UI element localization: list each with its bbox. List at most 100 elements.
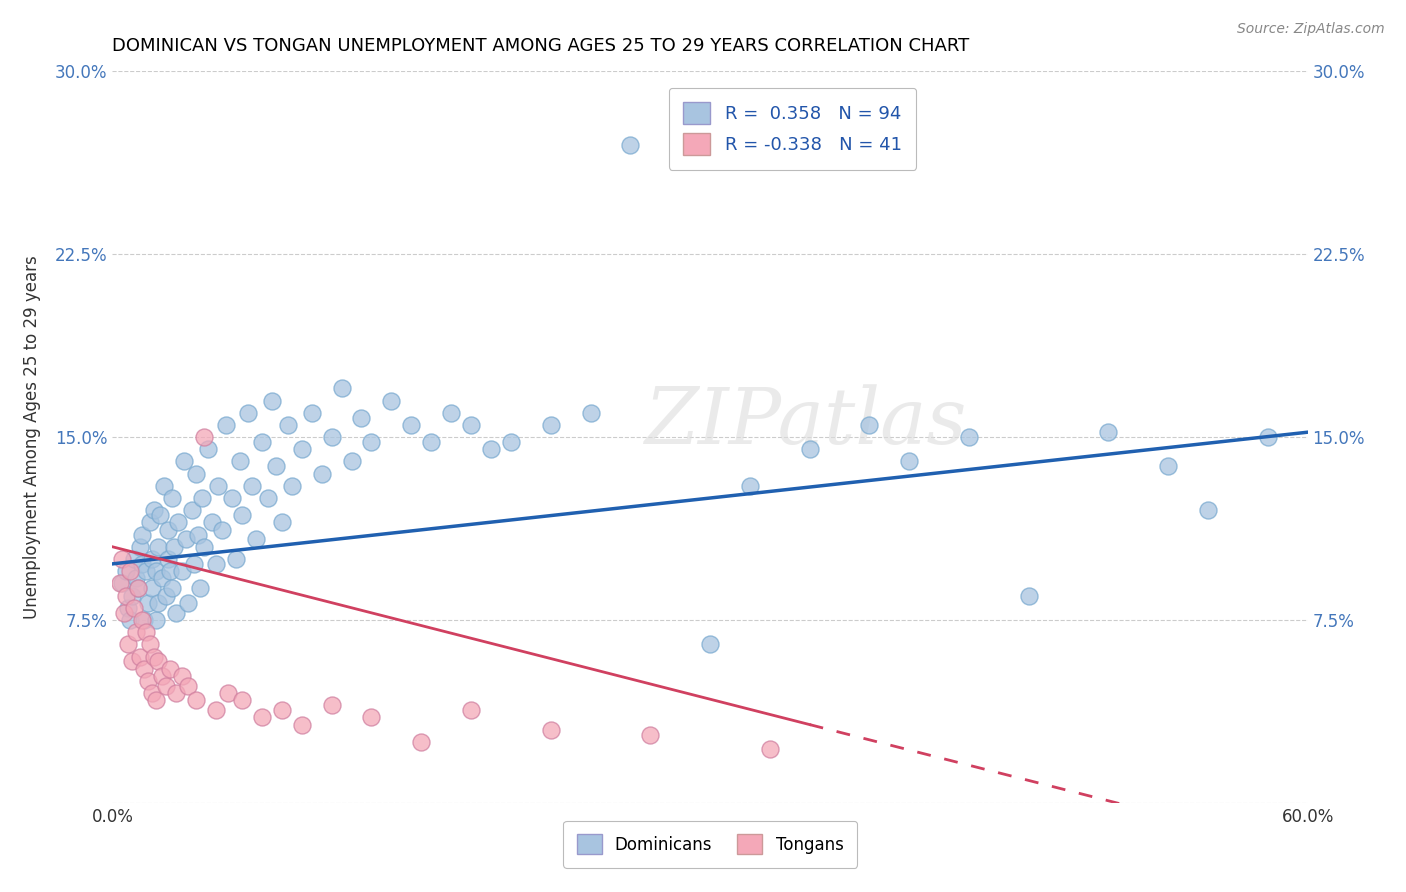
Point xyxy=(139,516,162,530)
Point xyxy=(157,523,180,537)
Point xyxy=(117,637,139,651)
Point xyxy=(231,508,253,522)
Point xyxy=(148,654,170,668)
Point xyxy=(540,723,562,737)
Point xyxy=(127,581,149,595)
Point xyxy=(440,406,463,420)
Point xyxy=(619,137,641,152)
Point xyxy=(957,430,980,444)
Point xyxy=(321,698,343,713)
Point xyxy=(201,516,224,530)
Point xyxy=(155,589,177,603)
Point xyxy=(186,467,208,481)
Point xyxy=(221,491,243,505)
Point xyxy=(149,508,172,522)
Point xyxy=(579,406,602,420)
Point xyxy=(270,516,292,530)
Point xyxy=(121,589,143,603)
Point xyxy=(125,625,148,640)
Point xyxy=(188,581,211,595)
Point xyxy=(150,572,173,586)
Point xyxy=(129,649,152,664)
Point xyxy=(250,434,273,449)
Text: DOMINICAN VS TONGAN UNEMPLOYMENT AMONG AGES 25 TO 29 YEARS CORRELATION CHART: DOMINICAN VS TONGAN UNEMPLOYMENT AMONG A… xyxy=(112,37,970,54)
Point xyxy=(127,581,149,595)
Point xyxy=(120,564,142,578)
Point xyxy=(131,613,153,627)
Point xyxy=(1097,425,1119,440)
Point xyxy=(460,703,482,717)
Point xyxy=(162,491,183,505)
Point xyxy=(167,516,190,530)
Point xyxy=(281,479,304,493)
Point xyxy=(135,564,157,578)
Point xyxy=(134,662,156,676)
Point xyxy=(173,454,195,468)
Point xyxy=(301,406,323,420)
Point xyxy=(858,417,880,432)
Point xyxy=(125,572,148,586)
Point xyxy=(260,393,283,408)
Point xyxy=(264,459,287,474)
Point xyxy=(153,479,176,493)
Point xyxy=(257,491,280,505)
Point xyxy=(117,600,139,615)
Point xyxy=(321,430,343,444)
Point xyxy=(135,625,157,640)
Point xyxy=(205,557,228,571)
Point xyxy=(479,442,502,457)
Point xyxy=(236,406,259,420)
Point xyxy=(1257,430,1279,444)
Point xyxy=(143,503,166,517)
Point xyxy=(121,654,143,668)
Point xyxy=(124,552,146,566)
Point xyxy=(699,637,721,651)
Point xyxy=(159,662,181,676)
Point xyxy=(159,564,181,578)
Point xyxy=(148,540,170,554)
Point xyxy=(150,669,173,683)
Point xyxy=(181,503,204,517)
Point xyxy=(115,589,138,603)
Point xyxy=(898,454,921,468)
Point xyxy=(191,491,214,505)
Point xyxy=(145,613,167,627)
Point xyxy=(311,467,333,481)
Point xyxy=(215,417,238,432)
Point xyxy=(114,606,135,620)
Point xyxy=(360,710,382,724)
Point xyxy=(110,576,132,591)
Point xyxy=(380,393,402,408)
Point xyxy=(291,442,314,457)
Legend: Dominicans, Tongans: Dominicans, Tongans xyxy=(564,821,856,868)
Point xyxy=(350,410,373,425)
Point xyxy=(124,600,146,615)
Point xyxy=(231,693,253,707)
Point xyxy=(229,454,252,468)
Point xyxy=(270,703,292,717)
Point xyxy=(460,417,482,432)
Point xyxy=(340,454,363,468)
Point xyxy=(759,742,782,756)
Point xyxy=(245,533,267,547)
Point xyxy=(1018,589,1040,603)
Point xyxy=(197,442,219,457)
Point xyxy=(640,727,662,741)
Point xyxy=(193,430,215,444)
Point xyxy=(163,540,186,554)
Point xyxy=(240,479,263,493)
Point xyxy=(131,527,153,541)
Point xyxy=(134,613,156,627)
Point xyxy=(165,606,187,620)
Point xyxy=(174,533,197,547)
Point xyxy=(217,686,239,700)
Point xyxy=(148,596,170,610)
Point xyxy=(540,417,562,432)
Point xyxy=(205,703,228,717)
Point xyxy=(138,673,160,688)
Y-axis label: Unemployment Among Ages 25 to 29 years: Unemployment Among Ages 25 to 29 years xyxy=(22,255,41,619)
Point xyxy=(155,679,177,693)
Point xyxy=(145,564,167,578)
Point xyxy=(157,552,180,566)
Point xyxy=(177,596,200,610)
